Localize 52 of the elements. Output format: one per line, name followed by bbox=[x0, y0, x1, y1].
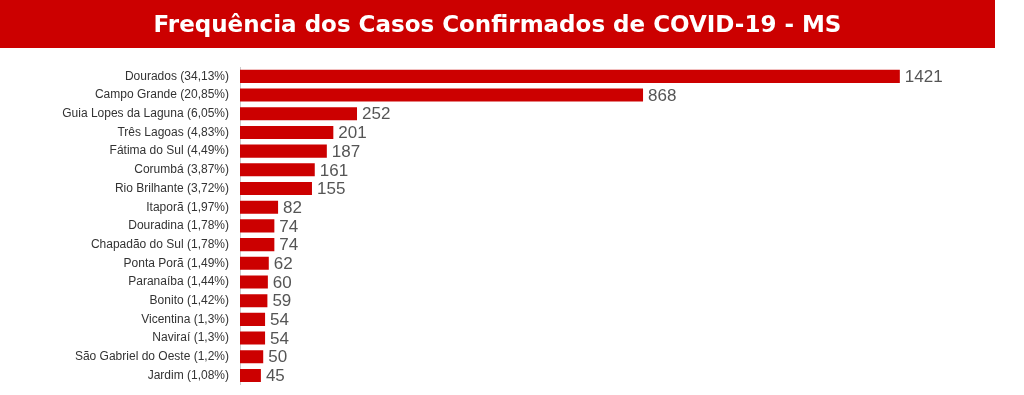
bar bbox=[240, 368, 261, 382]
data-label: 54 bbox=[270, 310, 289, 330]
data-label: 161 bbox=[319, 160, 349, 180]
y-tick-label: Dourados (34,13%) bbox=[124, 68, 229, 83]
bar bbox=[240, 125, 334, 139]
bar bbox=[240, 88, 644, 102]
bar bbox=[240, 144, 327, 158]
y-tick-label: Fátima do Sul (4,49%) bbox=[109, 143, 229, 158]
y-tick-label: Douradina (1,78%) bbox=[128, 218, 229, 233]
data-label: 60 bbox=[272, 272, 292, 292]
data-label: 74 bbox=[279, 216, 299, 236]
y-tick-label: Bonito (1,42%) bbox=[149, 292, 229, 307]
y-tick-label: São Gabriel do Oeste (1,2%) bbox=[74, 349, 229, 364]
bar bbox=[240, 200, 279, 214]
y-tick-label: Chapadão do Sul (1,78%) bbox=[90, 236, 229, 251]
data-label: 1421 bbox=[904, 67, 943, 87]
y-tick-label: Corumbá (3,87%) bbox=[134, 162, 229, 177]
bar bbox=[240, 275, 268, 289]
y-tick-label: Jardim (1,08%) bbox=[147, 367, 229, 382]
bar bbox=[240, 163, 315, 177]
bar bbox=[240, 294, 268, 308]
bar bbox=[240, 107, 358, 121]
data-label: 45 bbox=[265, 366, 285, 386]
y-tick-label: Campo Grande (20,85%) bbox=[94, 87, 229, 102]
data-label: 59 bbox=[272, 291, 292, 311]
data-label: 155 bbox=[316, 179, 346, 199]
data-label: 50 bbox=[268, 347, 288, 367]
chart-title: Frequência dos Casos Confirmados de COVID-19 - MS bbox=[0, 0, 995, 48]
y-tick-label: Guia Lopes da Laguna (6,05%) bbox=[62, 106, 229, 121]
data-label: 201 bbox=[338, 123, 367, 143]
y-tick-label: Rio Brilhante (3,72%) bbox=[114, 180, 229, 195]
data-label: 187 bbox=[331, 141, 361, 161]
bar bbox=[240, 256, 269, 270]
bar bbox=[240, 238, 275, 252]
bar bbox=[240, 312, 266, 326]
y-tick-label: Naviraí (1,3%) bbox=[152, 330, 229, 345]
bar bbox=[240, 181, 312, 196]
data-label: 62 bbox=[273, 253, 293, 273]
data-label: 54 bbox=[270, 328, 289, 348]
y-tick-label: Vicentina (1,3%) bbox=[141, 311, 229, 326]
bar bbox=[240, 69, 900, 83]
bar bbox=[240, 331, 266, 345]
data-label: 868 bbox=[648, 85, 677, 105]
data-label: 252 bbox=[362, 104, 391, 124]
data-label: 74 bbox=[279, 235, 299, 255]
bar bbox=[240, 219, 275, 233]
bar bbox=[240, 350, 264, 364]
y-tick-label: Itaporã (1,97%) bbox=[146, 199, 229, 214]
y-tick-label: Três Lagoas (4,83%) bbox=[117, 124, 229, 139]
data-label: 82 bbox=[283, 197, 302, 217]
y-tick-label: Paranaíba (1,44%) bbox=[128, 274, 229, 289]
y-tick-label: Ponta Porã (1,49%) bbox=[123, 255, 229, 270]
